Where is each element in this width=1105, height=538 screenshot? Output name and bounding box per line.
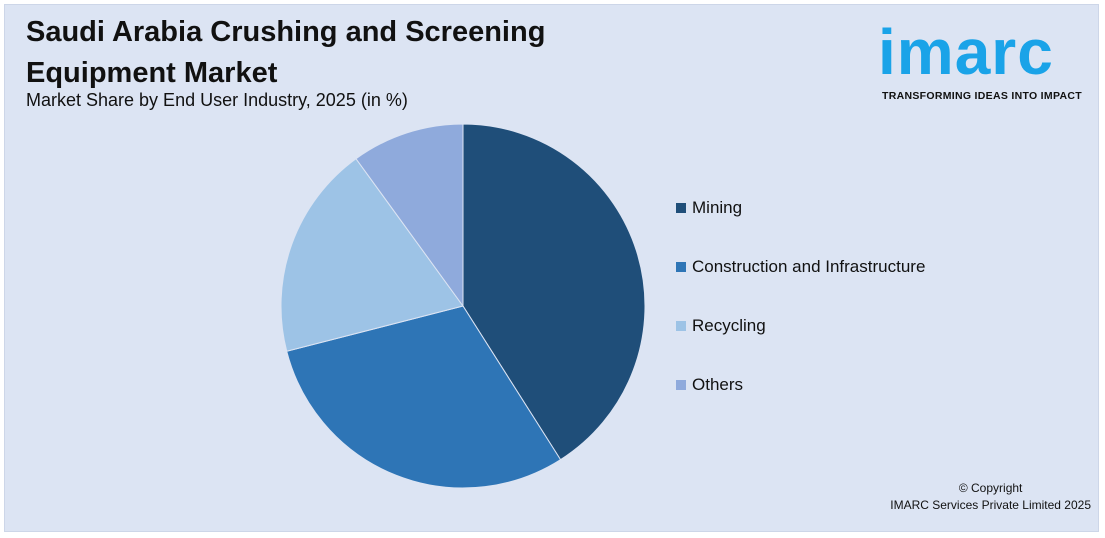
legend-item-construction-and-infrastructure: Construction and Infrastructure [676, 255, 925, 279]
legend-item-mining: Mining [676, 196, 742, 220]
pie-slice-construction-and-infrastructure [286, 305, 562, 489]
legend-swatch [676, 262, 686, 272]
legend-swatch [676, 321, 686, 331]
logo-wordmark: imarc [878, 16, 1054, 88]
chart-title: Saudi Arabia Crushing and Screening Equi… [26, 16, 546, 89]
logo-tagline: TRANSFORMING IDEAS INTO IMPACT [882, 90, 1082, 102]
copyright-line-1: © Copyright [958, 481, 1023, 495]
copyright-line-2: IMARC Services Private Limited 2025 [890, 498, 1091, 512]
legend-swatch [676, 203, 686, 213]
legend-label: Others [692, 375, 744, 394]
legend-item-recycling: Recycling [676, 314, 766, 338]
legend-label: Recycling [692, 316, 766, 335]
pie-slice-mining [462, 123, 646, 461]
pie-slice-others [355, 123, 464, 308]
imarc-logo: imarc TRANSFORMING IDEAS INTO IMPACT [870, 10, 1092, 106]
pie-slice-recycling [280, 158, 464, 352]
legend-label: Mining [692, 198, 743, 217]
chart-subtitle: Market Share by End User Industry, 2025 … [26, 90, 408, 110]
legend-swatch [676, 380, 686, 390]
copyright-notice: © Copyright IMARC Services Private Limit… [890, 480, 1091, 514]
legend-item-others: Others [676, 373, 743, 397]
legend-label: Construction and Infrastructure [692, 257, 926, 276]
